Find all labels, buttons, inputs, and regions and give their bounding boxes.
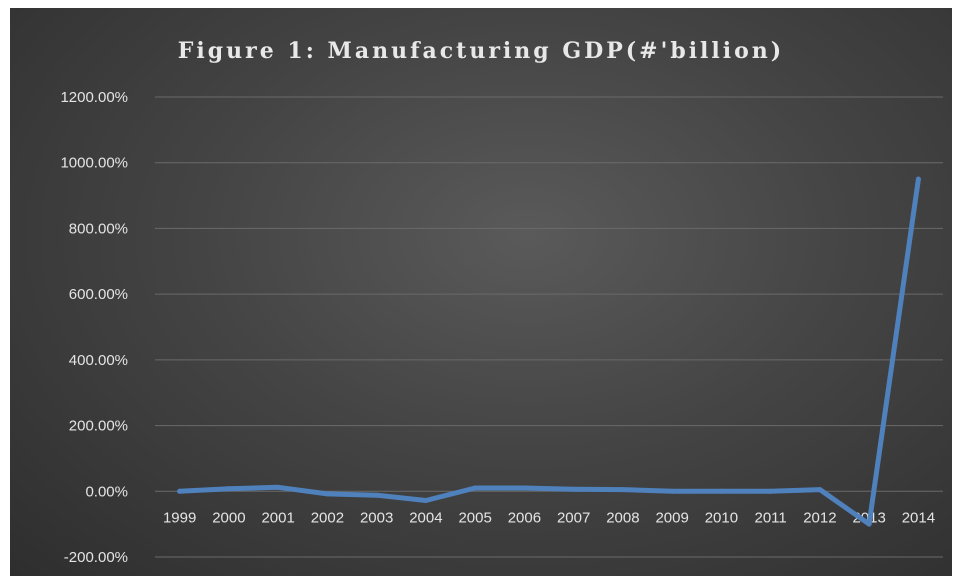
y-tick-label: 1000.00% (60, 155, 128, 172)
y-tick-label: 600.00% (69, 286, 128, 303)
data-point (768, 488, 774, 494)
x-tick-label: 2006 (508, 509, 541, 526)
data-point (226, 486, 232, 492)
data-point (718, 488, 724, 494)
y-tick-label: 1200.00% (60, 89, 128, 106)
y-tick-label: -200.00% (64, 549, 128, 566)
y-tick-label: 400.00% (69, 352, 128, 369)
line-chart: -200.00% 0.00% 200.00% 400.00% 600.00% 800.00… (60, 89, 943, 566)
y-tick-label: 0.00% (85, 483, 128, 500)
x-tick-label: 2014 (902, 509, 935, 526)
data-point (423, 497, 429, 503)
x-tick-label: 2003 (360, 509, 393, 526)
chart-area: Figure 1: Manufacturing GDP(#'billion) -… (10, 8, 952, 576)
y-tick-label: 200.00% (69, 418, 128, 435)
data-point (571, 486, 577, 492)
x-tick-label: 2009 (655, 509, 688, 526)
x-tick-label: 2005 (458, 509, 491, 526)
data-point (521, 485, 527, 491)
series-line (177, 176, 921, 527)
x-tick-label: 2012 (803, 509, 836, 526)
x-tick-label: 2007 (557, 509, 590, 526)
data-point (669, 488, 675, 494)
y-tick-label: 800.00% (69, 220, 128, 237)
x-tick-label: 2008 (606, 509, 639, 526)
data-point (817, 487, 823, 493)
data-point (275, 484, 281, 490)
chart-title: Figure 1: Manufacturing GDP(#'billion) (177, 38, 785, 64)
data-point (177, 488, 183, 494)
data-point (472, 485, 478, 491)
data-point (915, 176, 921, 182)
data-point (374, 492, 380, 498)
x-tick-label: 2011 (754, 509, 786, 526)
data-point (620, 487, 626, 493)
data-point (866, 521, 872, 527)
x-tick-label: 2004 (409, 509, 442, 526)
data-point (324, 491, 330, 497)
x-tick-label: 2001 (261, 509, 294, 526)
x-tick-label: 1999 (163, 509, 196, 526)
x-tick-label: 2000 (212, 509, 245, 526)
x-tick-label: 2010 (705, 509, 738, 526)
x-tick-label: 2002 (311, 509, 344, 526)
